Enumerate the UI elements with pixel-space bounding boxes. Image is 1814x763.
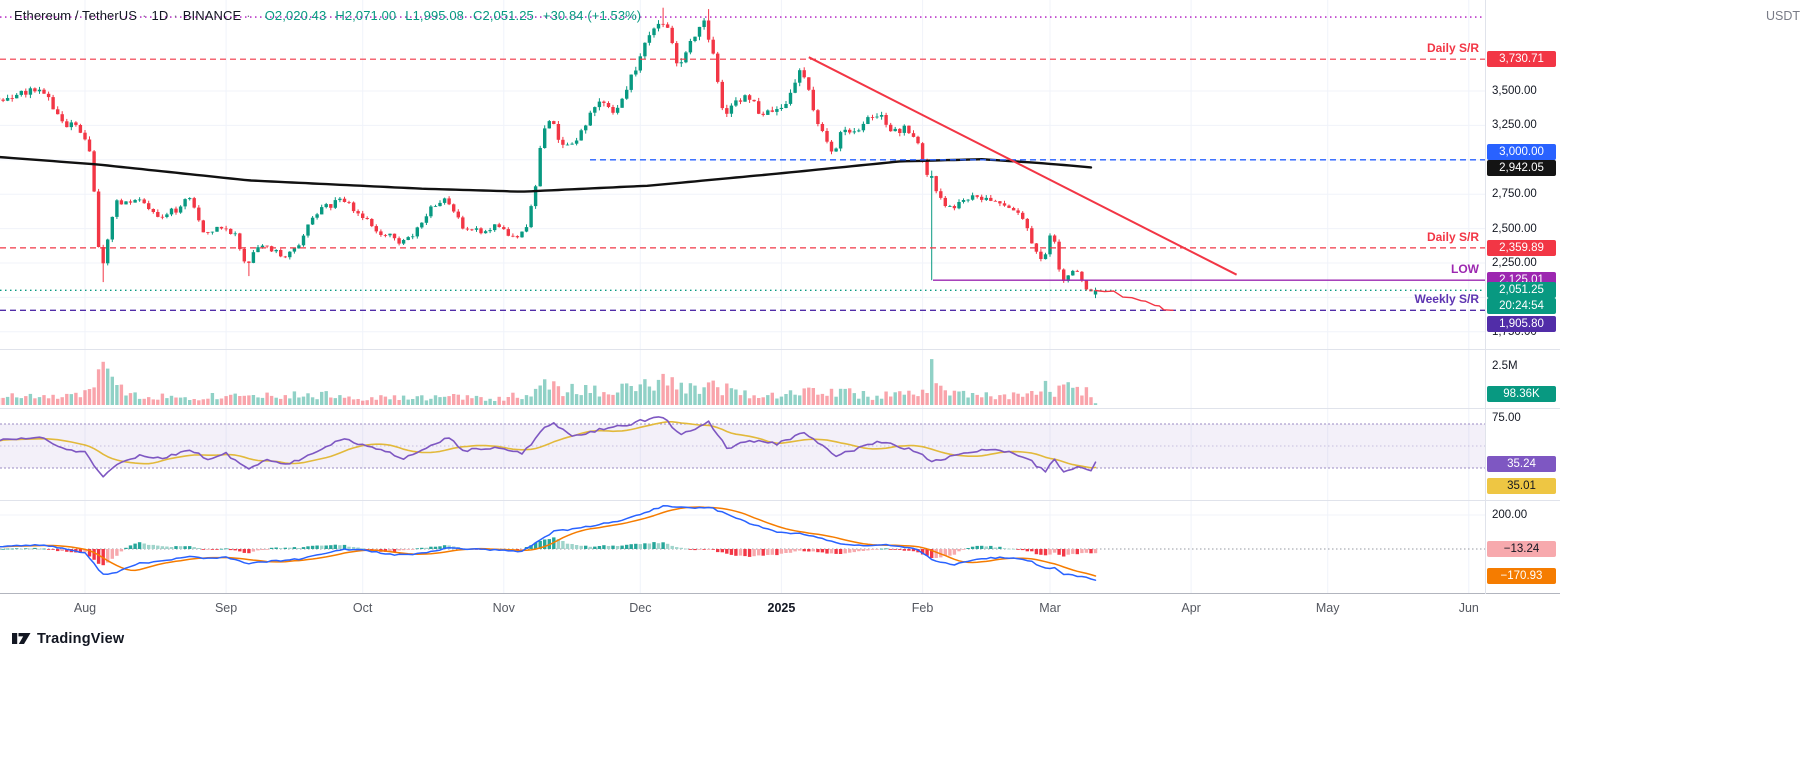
change-label: +30.84 (+1.53%) <box>542 8 642 23</box>
price-axis-badge: 1,905.80 <box>1487 316 1556 333</box>
time-axis-label: Oct <box>352 601 373 615</box>
price-axis-label: 2,250.00 <box>1492 256 1537 269</box>
price-scale[interactable]: 3,500.00 3,250.00 2,750.00 2,500.00 2,250.00… <box>1485 0 1560 594</box>
price-axis-badge: 20:24:54 <box>1487 298 1556 315</box>
indicator-axis-badge: 98.36K <box>1487 386 1556 402</box>
tradingview-wordmark: TradingView <box>37 630 125 647</box>
indicator-axis-label: 200.00 <box>1492 509 1528 521</box>
price-axis-label: 2,500.00 <box>1492 222 1537 235</box>
chart-canvas[interactable] <box>0 0 1560 594</box>
time-axis-label: 2025 <box>767 601 796 615</box>
price-axis-label: 3,250.00 <box>1492 119 1537 132</box>
close-value: 2,051.25 <box>482 8 534 23</box>
close-label: C <box>472 8 483 23</box>
time-axis-label: Jun <box>1458 601 1479 615</box>
low-label: L <box>405 8 413 23</box>
indicator-axis-badge: −170.93 <box>1487 568 1556 584</box>
time-axis-label: Mar <box>1039 601 1061 615</box>
price-axis-badge: 3,000.00 <box>1487 143 1556 160</box>
price-axis-badge: 2,359.89 <box>1487 239 1556 256</box>
tradingview-logo-icon <box>12 630 31 647</box>
open-label: O <box>264 8 275 23</box>
high-value: 2,071.00 <box>344 8 397 23</box>
time-axis[interactable]: Aug Sep Oct Nov Dec 2025 Feb Mar Apr May Jun <box>0 594 1560 624</box>
time-axis-label: May <box>1315 601 1340 615</box>
time-axis-label: Apr <box>1181 601 1201 615</box>
open-value: 2,020.43 <box>274 8 327 23</box>
time-axis-label: Nov <box>492 601 515 615</box>
price-axis-badge: 2,051.25 <box>1487 282 1556 299</box>
separator: · <box>142 8 147 23</box>
time-axis-label: Feb <box>911 601 934 615</box>
time-axis-label: Aug <box>73 601 97 615</box>
footer-brand[interactable]: TradingView <box>12 630 124 647</box>
indicator-axis-badge: −13.24 <box>1487 541 1556 557</box>
indicator-axis-badge: 35.01 <box>1487 478 1556 494</box>
price-axis-label: 3,500.00 <box>1492 84 1537 97</box>
separator: · <box>173 8 178 23</box>
price-axis-label: 2,750.00 <box>1492 188 1537 201</box>
low-value: 1,995.08 <box>412 8 464 23</box>
indicator-axis-label: 2.5M <box>1492 360 1518 372</box>
indicator-axis-badge: 35.24 <box>1487 456 1556 472</box>
separator: · <box>246 8 251 23</box>
high-label: H <box>335 8 345 23</box>
symbol-header: Ethereum / TetherUS · 1D · BINANCE · O2,020.43… <box>14 8 641 23</box>
time-axis-label: Dec <box>629 601 652 615</box>
quote-currency-label[interactable]: USDT <box>1765 9 1800 23</box>
interval-label[interactable]: 1D <box>151 8 169 23</box>
price-axis-badge: 2,942.05 <box>1487 159 1556 176</box>
time-axis-label: Sep <box>214 601 238 615</box>
price-axis-badge: 3,730.71 <box>1487 51 1556 68</box>
symbol-title[interactable]: Ethereum / TetherUS <box>14 8 138 23</box>
exchange-label[interactable]: BINANCE <box>182 8 242 23</box>
chart-plot[interactable]: Daily S/R Daily S/R LOW Weekly S/R Ethereum… <box>0 0 1560 594</box>
indicator-axis-label: 75.00 <box>1492 412 1521 424</box>
